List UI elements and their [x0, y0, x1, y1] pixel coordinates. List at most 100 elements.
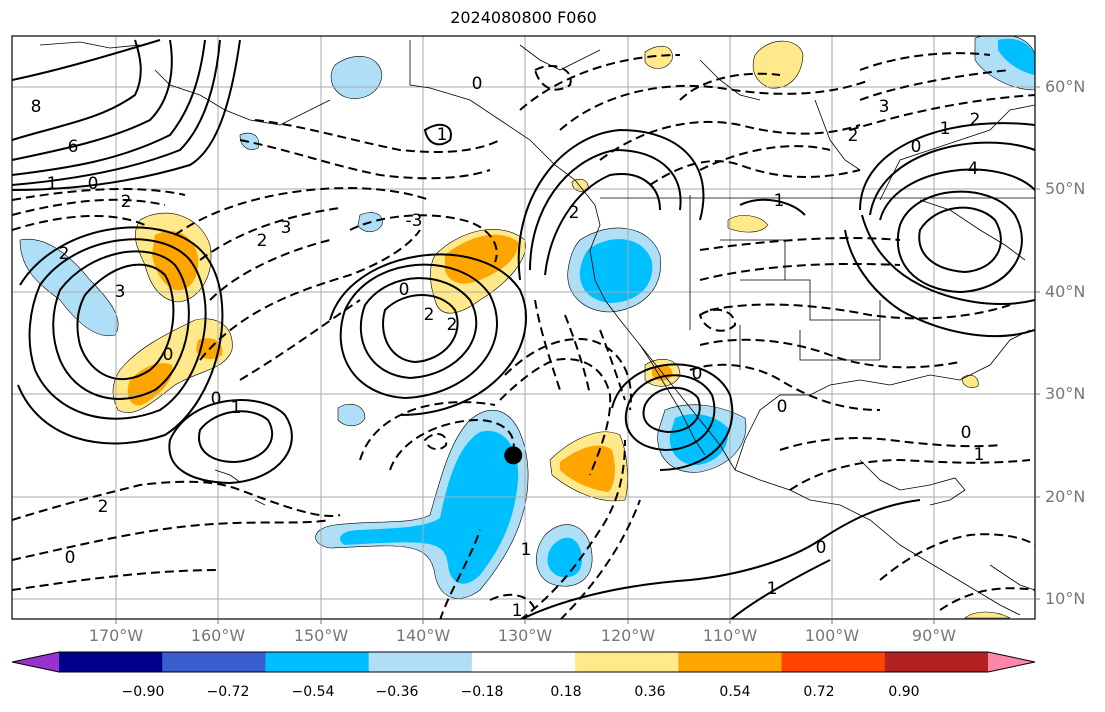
shade-neg-core: [579, 239, 653, 303]
shade-neg: [337, 403, 366, 427]
colorbar-outline: [11, 651, 1036, 673]
lon-label: 90°W: [911, 626, 957, 645]
contour-label: 1: [437, 125, 448, 145]
contour-label: 2: [98, 497, 109, 517]
colorbar-segment: [368, 652, 473, 672]
lon-label: 170°W: [88, 626, 144, 645]
contour-label: 0: [88, 174, 99, 194]
lon-label: 150°W: [293, 626, 349, 645]
contour-label: 0: [472, 74, 483, 94]
lat-label: 50°N: [1045, 179, 1086, 198]
colorbar-label: 0.54: [719, 684, 751, 700]
contour-label: 1: [47, 174, 58, 194]
shade-pos: [644, 45, 673, 69]
shade-neg: [330, 56, 383, 99]
colorbar-label: −0.54: [291, 684, 335, 700]
contour-label: 0: [911, 137, 922, 157]
contour-label: 1: [974, 445, 985, 465]
colorbar: [11, 651, 1036, 673]
shade-pos-core: [127, 363, 173, 406]
lat-label: 40°N: [1045, 282, 1086, 301]
shade-neg: [19, 238, 119, 337]
shade-pos: [571, 178, 589, 192]
colorbar-extend-min: [12, 652, 59, 672]
colorbar-label: −0.36: [375, 684, 419, 700]
colorbar-segment: [575, 652, 679, 672]
colorbar-label: 0.72: [803, 684, 835, 700]
colorbar-segment: [59, 652, 163, 672]
lon-label: 120°W: [600, 626, 656, 645]
lon-label: 130°W: [497, 626, 553, 645]
contour-label: 1: [774, 191, 785, 211]
contour-label: 2: [447, 315, 458, 335]
contour-label: 1: [767, 579, 778, 599]
contour-label: 1: [521, 540, 532, 560]
colorbar-label: −0.90: [121, 684, 165, 700]
contour-label: 1: [231, 398, 242, 418]
shade-pos: [752, 40, 804, 89]
colorbar-segment: [162, 652, 266, 672]
shade-neg-strong-core: [340, 430, 519, 584]
contour-label: 0: [961, 423, 972, 443]
colorbar-segment: [265, 652, 370, 672]
colorbar-segment: [678, 652, 783, 672]
contour-label: -3: [406, 211, 423, 231]
shading-layer: [19, 36, 1035, 619]
contour-label: 0: [163, 345, 174, 365]
lat-ticks: [1035, 86, 1040, 600]
contour-label: 3: [115, 282, 126, 302]
colorbar-label: −0.18: [460, 684, 504, 700]
lon-label: 100°W: [804, 626, 860, 645]
contour-label: 2: [569, 203, 580, 223]
contour-label: 2: [121, 192, 132, 212]
shade-pos: [964, 611, 1011, 619]
contour-label: 0: [399, 280, 410, 300]
colorbar-label: 0.90: [888, 684, 920, 700]
storm-center-marker: [504, 446, 523, 465]
lat-label: 60°N: [1045, 77, 1086, 96]
contour-label: 4: [968, 159, 979, 179]
contour-label: 0: [211, 389, 222, 409]
contour-label: 0: [816, 538, 827, 558]
contour-label: 2: [970, 110, 981, 130]
colorbar-label: 0.18: [550, 684, 582, 700]
shade-pos: [727, 215, 769, 233]
lat-label: 10°N: [1045, 589, 1086, 608]
lon-label: 160°W: [190, 626, 246, 645]
contour-labels: 8 6 1 0 2 2 3 0 1 2 3 2 0 -3 0 2 2 0 1 2…: [31, 74, 985, 621]
coastlines: [39, 40, 1035, 616]
contour-label: 6: [68, 137, 79, 157]
colorbar-segment: [781, 652, 886, 672]
colorbar-label: 0.36: [634, 684, 666, 700]
shade-pos-core: [560, 445, 615, 492]
contour-label: 0: [65, 548, 76, 568]
contour-label: 2: [424, 305, 435, 325]
shade-neg-core: [998, 38, 1035, 75]
graticule: [12, 36, 1035, 619]
contour-label: 0: [692, 364, 703, 384]
shade-pos-core: [152, 231, 199, 291]
lat-label: 30°N: [1045, 384, 1086, 403]
plot-frame: [11, 35, 1036, 620]
contour-label: 3: [281, 218, 292, 238]
colorbar-segment: [884, 652, 989, 672]
contour-label: 3: [879, 97, 890, 117]
lon-label: 110°W: [702, 626, 758, 645]
contour-label: 1: [512, 601, 523, 621]
contours-dashed: [12, 52, 1035, 619]
contours: [12, 39, 1035, 619]
contour-label: 8: [31, 97, 42, 117]
colorbar-label: −0.72: [206, 684, 250, 700]
lat-label: 20°N: [1045, 487, 1086, 506]
contour-label: 0: [777, 397, 788, 417]
lon-ticks: [115, 619, 935, 624]
colorbar-segment: [471, 652, 576, 672]
shade-pos: [961, 374, 979, 388]
colorbar-extend-max: [988, 652, 1035, 672]
shade-pos-core: [445, 234, 519, 284]
lon-label: 140°W: [395, 626, 451, 645]
contour-label: 2: [257, 231, 268, 251]
contour-label: 2: [848, 126, 859, 146]
map-title: 2024080800 F060: [450, 8, 597, 27]
